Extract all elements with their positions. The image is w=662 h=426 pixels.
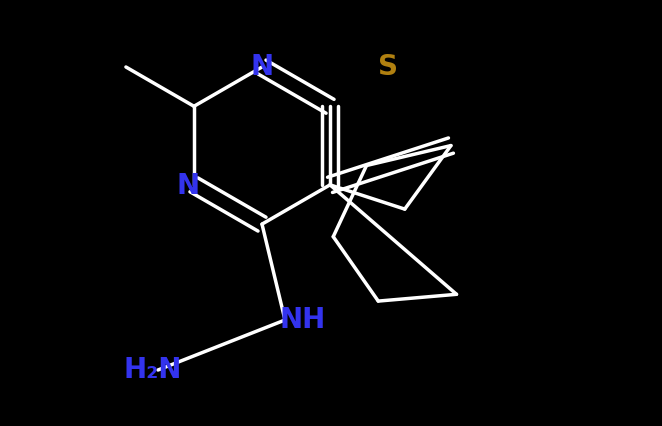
- Text: N: N: [250, 53, 273, 81]
- Text: H₂N: H₂N: [124, 356, 182, 384]
- Text: S: S: [378, 53, 398, 81]
- Text: NH: NH: [280, 306, 326, 334]
- Text: N: N: [177, 172, 199, 200]
